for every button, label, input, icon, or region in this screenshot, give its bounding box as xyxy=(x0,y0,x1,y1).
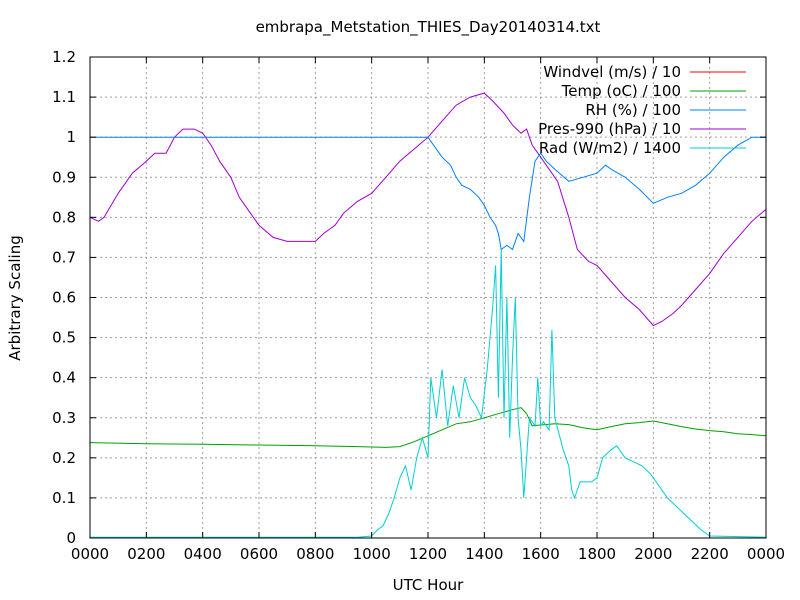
legend-label: RH (%) / 100 xyxy=(585,101,681,119)
legend-label: Rad (W/m2) / 1400 xyxy=(539,139,681,157)
y-tick-label: 0.1 xyxy=(52,489,76,507)
legend-label: Pres-990 (hPa) / 10 xyxy=(538,120,681,138)
axis-ticks: 0000 0200 0400 0600 0800 1000 1200 1400 1600 1800… xyxy=(52,48,785,563)
y-tick-label: 0.2 xyxy=(52,449,76,467)
legend-label: Temp (oC) / 100 xyxy=(561,82,681,100)
x-tick-label: 1600 xyxy=(522,545,560,563)
y-tick-label: 0.7 xyxy=(52,248,76,266)
legend-label: Windvel (m/s) / 10 xyxy=(543,63,681,81)
x-tick-label: 0600 xyxy=(240,545,278,563)
y-tick-label: 0.3 xyxy=(52,409,76,427)
x-tick-label: 1200 xyxy=(409,545,447,563)
x-tick-label: 0200 xyxy=(127,545,165,563)
series-line-2 xyxy=(90,136,766,251)
x-tick-label: 2000 xyxy=(634,545,672,563)
y-tick-label: 0.9 xyxy=(52,168,76,186)
x-axis-label: UTC Hour xyxy=(393,576,464,594)
y-axis-label: Arbitrary Scaling xyxy=(6,235,24,361)
y-tick-label: 1.2 xyxy=(52,48,76,66)
x-tick-label: 0800 xyxy=(296,545,334,563)
series-layer xyxy=(89,92,767,538)
x-tick-label: 0000 xyxy=(71,545,109,563)
x-tick-label: 1000 xyxy=(353,545,391,563)
x-tick-label: 1400 xyxy=(465,545,503,563)
y-tick-label: 0.8 xyxy=(52,208,76,226)
y-tick-label: 1 xyxy=(66,128,76,146)
y-tick-label: 0.6 xyxy=(52,289,76,307)
y-tick-label: 0.4 xyxy=(52,369,76,387)
chart-title: embrapa_Metstation_THIES_Day20140314.txt xyxy=(256,18,601,37)
x-tick-label: 0000 xyxy=(747,545,785,563)
y-tick-label: 0.5 xyxy=(52,329,76,347)
y-tick-label: 0 xyxy=(66,529,76,547)
y-tick-label: 1.1 xyxy=(52,88,76,106)
x-tick-label: 0400 xyxy=(184,545,222,563)
x-tick-label: 1800 xyxy=(578,545,616,563)
x-tick-label: 2200 xyxy=(691,545,729,563)
series-line-4 xyxy=(90,249,767,538)
